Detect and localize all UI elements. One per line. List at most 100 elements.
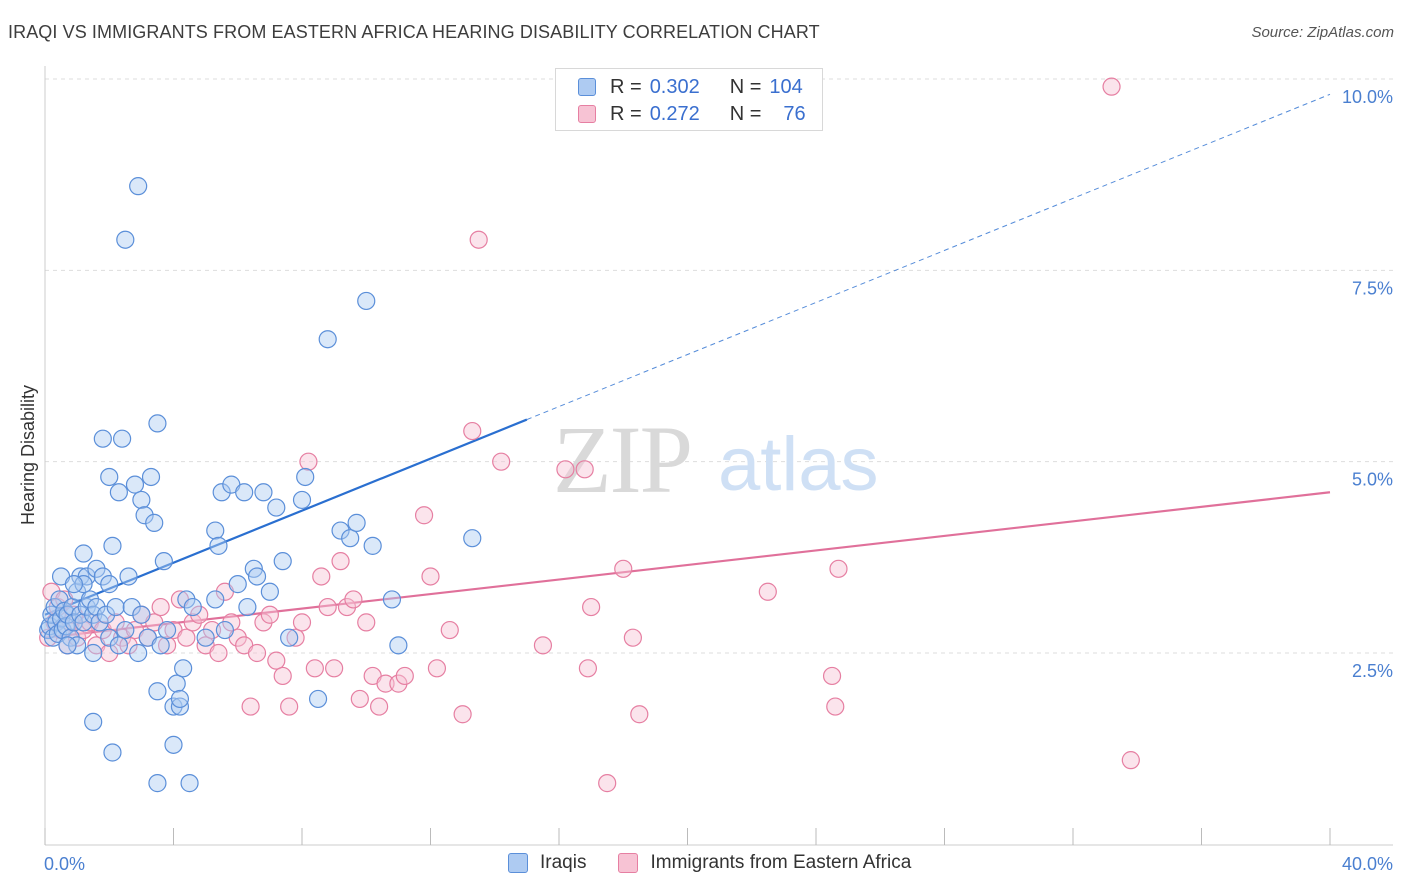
iraqi-point — [357, 291, 376, 311]
eafrica-point — [630, 705, 649, 724]
iraqi-point — [254, 483, 273, 502]
legend-n-label: N = — [729, 102, 762, 125]
iraqi-point — [148, 682, 167, 701]
y-tick-label: 2.5% — [1352, 661, 1393, 681]
y-axis-label: Hearing Disability — [18, 385, 38, 525]
legend-r-eafrica: 0.272 — [649, 102, 700, 125]
iraqi-point — [273, 552, 292, 571]
eafrica-point — [241, 697, 260, 716]
iraqi-point — [103, 536, 122, 555]
iraqi-point — [112, 429, 132, 448]
gridlines — [45, 78, 1393, 654]
legend-r-label: R = — [610, 75, 642, 98]
eafrica-point — [463, 421, 482, 441]
eafrica-point — [100, 643, 119, 663]
eafrica-point — [286, 628, 305, 647]
bottom-legend: Iraqis Immigrants from Eastern Africa — [508, 852, 943, 874]
eafrica-point — [440, 620, 459, 640]
iraqi-point — [164, 735, 183, 754]
iraqi-point — [183, 597, 202, 617]
eafrica-trend-line — [44, 491, 1331, 639]
iraqi-point — [463, 529, 482, 548]
iraqi-point — [167, 674, 186, 693]
eafrica-point — [292, 613, 312, 632]
eafrica-point — [370, 697, 389, 716]
iraqi-point — [68, 636, 87, 655]
eafrica-point — [758, 582, 777, 601]
iraqi-point — [341, 529, 360, 548]
iraqi-point — [74, 613, 93, 632]
eafrica-point — [344, 590, 363, 609]
watermark: ZIP atlas — [553, 406, 879, 513]
watermark-zip: ZIP — [553, 406, 691, 513]
iraqi-point — [235, 483, 254, 502]
iraqi-point — [96, 605, 116, 624]
iraqi-point — [116, 230, 135, 249]
iraqi-point — [247, 567, 267, 586]
bottom-legend-iraqis: Iraqis — [508, 852, 586, 874]
eafrica-point — [273, 666, 292, 686]
iraqi-point — [100, 628, 119, 647]
iraqi-point — [148, 774, 167, 793]
iraqi-point — [119, 567, 138, 586]
iraqi-point — [151, 636, 170, 655]
eafrica-point — [598, 774, 617, 793]
legend-r-label: R = — [610, 102, 642, 125]
eafrica-point — [492, 452, 511, 471]
iraqi-point — [122, 597, 141, 617]
bottom-legend-label-eafrica: Immigrants from Eastern Africa — [650, 852, 912, 873]
eafrica-point — [299, 452, 318, 471]
legend-row-iraqis: R = 0.302 N = 104 — [578, 75, 803, 99]
eafrica-point — [556, 460, 575, 479]
eafrica-point — [575, 460, 594, 479]
iraqi-point — [132, 490, 151, 510]
iraqi-point — [170, 689, 190, 709]
eafrica-point — [260, 605, 279, 624]
eafrica-point — [1102, 77, 1121, 96]
iraqi-point — [180, 774, 199, 793]
iraqi-point — [84, 643, 103, 663]
iraqi-point — [228, 575, 247, 594]
iraqi-point — [215, 620, 234, 640]
iraqi-point — [100, 467, 119, 487]
legend-box: R = 0.302 N = 104 R = 0.272 N = 76 — [555, 68, 823, 131]
iraqi-point — [135, 506, 154, 525]
iraqi-point — [347, 513, 366, 532]
bottom-legend-swatch-iraqis — [508, 853, 528, 873]
iraqi-point — [212, 483, 231, 502]
eafrica-point — [106, 613, 125, 632]
iraqi-point — [206, 521, 225, 540]
eafrica-point — [582, 597, 601, 617]
iraqi-point — [125, 475, 145, 494]
iraqi-point — [132, 605, 151, 624]
legend-row-eafrica: R = 0.272 N = 76 — [578, 102, 806, 126]
iraqi-point — [157, 620, 177, 640]
eafrica-point — [453, 705, 472, 724]
eafrica-point — [469, 230, 488, 249]
iraqi-point — [58, 636, 77, 655]
eafrica-point — [829, 559, 848, 578]
eafrica-point — [614, 559, 633, 578]
eafrica-point — [1121, 751, 1140, 770]
eafrica-point — [280, 697, 299, 716]
iraqi-point — [331, 521, 350, 540]
iraqi-point — [100, 575, 119, 594]
iraqi-point — [318, 330, 337, 349]
iraqi-point — [106, 597, 125, 617]
eafrica-point — [350, 689, 369, 709]
iraqi-point — [103, 743, 122, 762]
iraqi-point — [209, 536, 228, 555]
eafrica-point — [267, 651, 286, 670]
chart-title: IRAQI VS IMMIGRANTS FROM EASTERN AFRICA … — [8, 22, 820, 42]
iraqi-point — [145, 513, 164, 532]
watermark-atlas: atlas — [718, 422, 879, 507]
iraqi-point — [280, 628, 299, 647]
iraqi-point — [93, 429, 112, 448]
y-tick-label: 7.5% — [1352, 278, 1393, 298]
iraqi-point — [267, 498, 286, 517]
eafrica-point — [177, 628, 196, 647]
iraqi-point — [296, 467, 315, 487]
eafrica-point — [826, 697, 845, 716]
iraqi-point — [129, 177, 148, 196]
